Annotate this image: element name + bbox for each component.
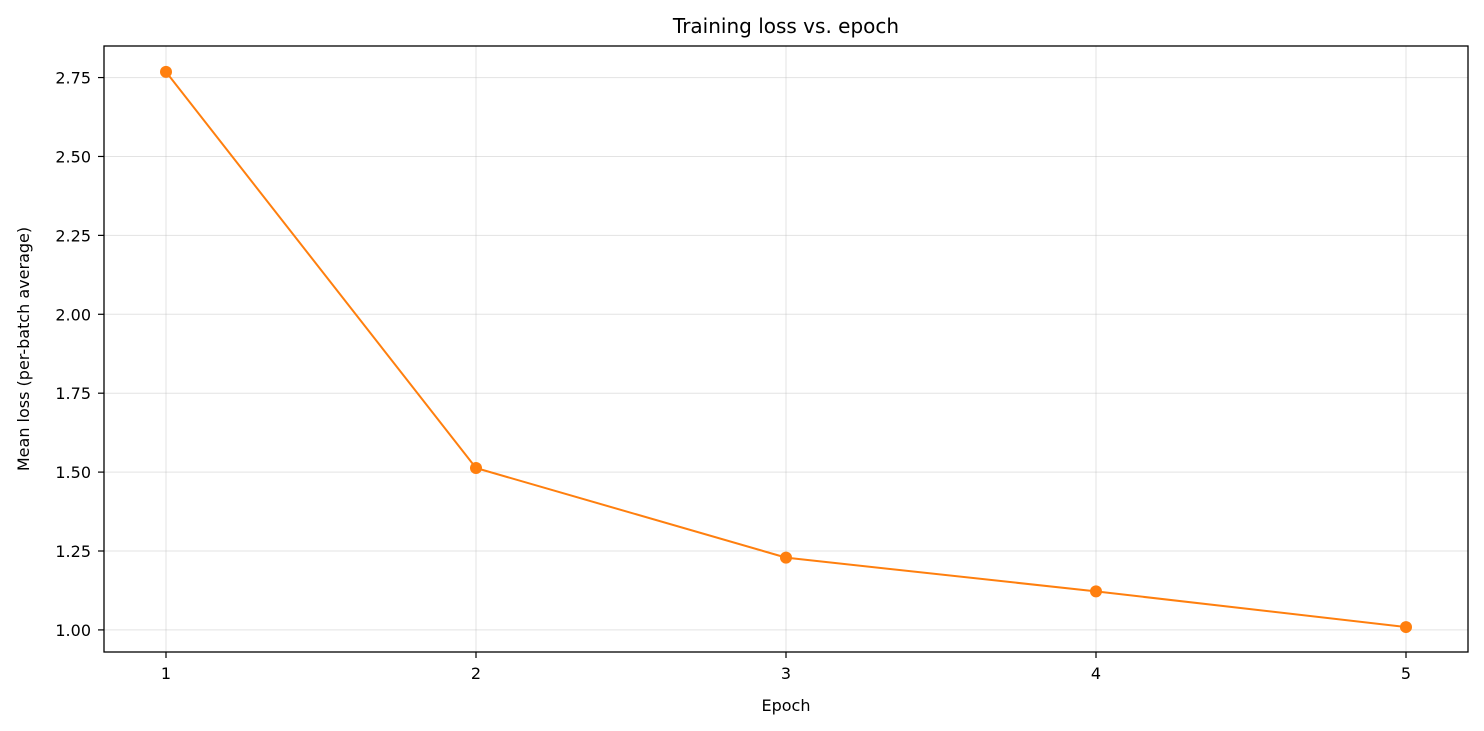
- x-tick-label: 4: [1091, 664, 1101, 683]
- y-axis-label: Mean loss (per-batch average): [14, 227, 33, 471]
- grid: [104, 46, 1468, 652]
- series-layer: [160, 65, 1412, 634]
- ticks: 1 2 3 4 5 1.00 1.25 1.50 1.75 2.00 2.25 2.50 2.75: [55, 69, 1411, 683]
- y-tick-label: 1.25: [55, 542, 91, 561]
- y-tick-label: 2.00: [55, 305, 91, 324]
- y-tick-label: 1.50: [55, 463, 91, 482]
- x-axis-label: Epoch: [762, 696, 811, 715]
- data-point: [160, 65, 172, 78]
- y-tick-label: 1.75: [55, 384, 91, 403]
- data-point: [1400, 621, 1412, 634]
- x-tick-label: 5: [1401, 664, 1411, 683]
- data-point: [1090, 585, 1102, 598]
- data-point: [470, 461, 482, 474]
- x-tick-label: 1: [161, 664, 171, 683]
- y-tick-label: 2.25: [55, 226, 91, 245]
- x-tick-label: 3: [781, 664, 791, 683]
- y-tick-label: 1.00: [55, 621, 91, 640]
- y-tick-label: 2.50: [55, 147, 91, 166]
- data-point: [780, 551, 792, 564]
- chart-title: Training loss vs. epoch: [672, 14, 899, 38]
- x-tick-label: 2: [471, 664, 481, 683]
- y-tick-label: 2.75: [55, 69, 91, 88]
